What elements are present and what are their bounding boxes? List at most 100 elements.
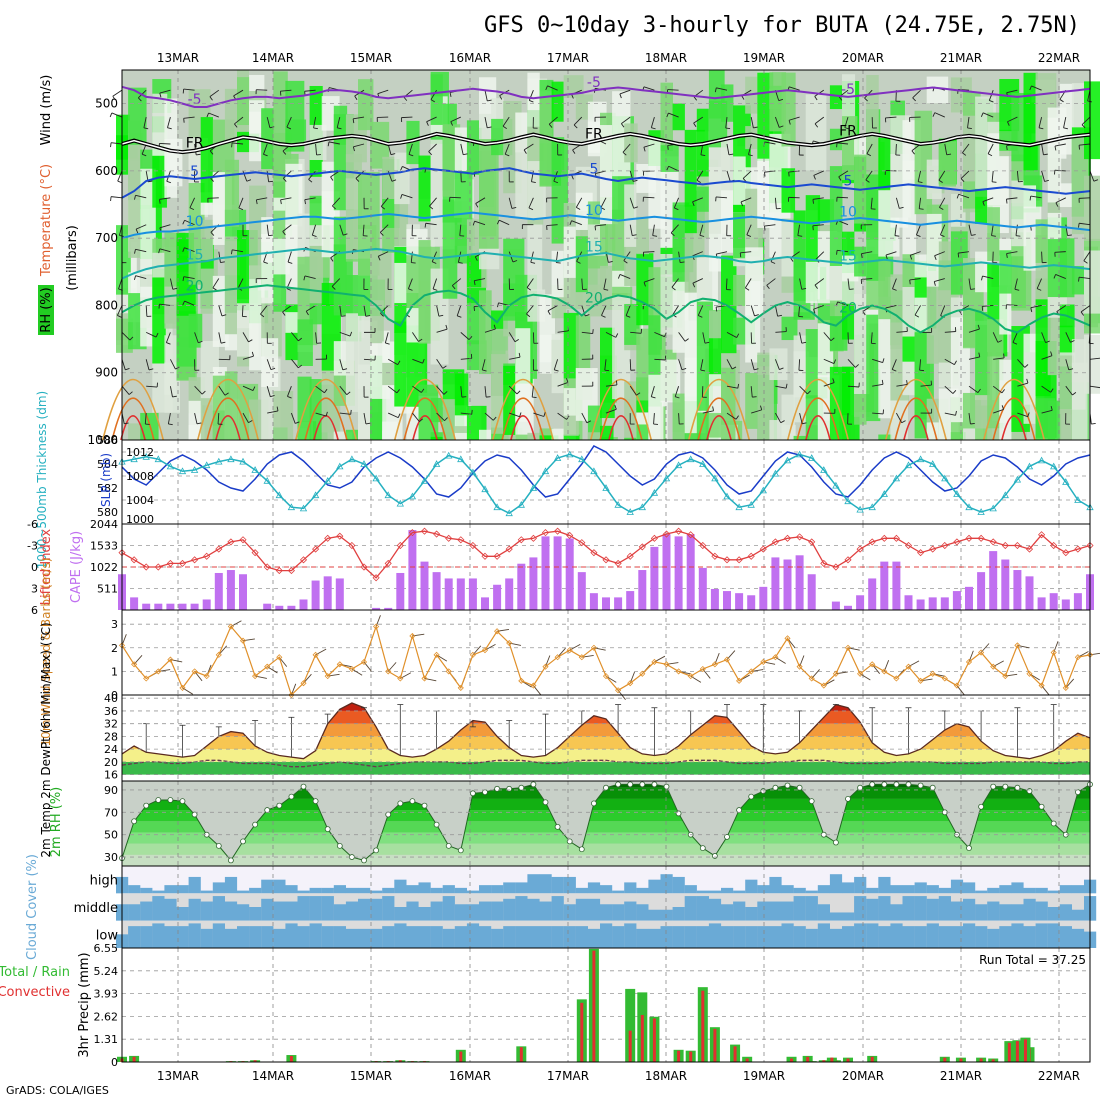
rh-shade — [660, 359, 681, 403]
rh-shade — [672, 281, 689, 353]
boundary-layer-contour — [304, 397, 348, 441]
wind-barb-flag — [830, 337, 835, 342]
wind-barb-flag — [1091, 423, 1096, 425]
wind-barb-flag — [124, 422, 129, 425]
wind-barb — [1081, 116, 1091, 126]
wind-barb-flag — [586, 420, 591, 424]
wind-barb-flag — [379, 232, 384, 236]
rh-shade — [466, 120, 482, 175]
wind-barb — [629, 385, 637, 396]
cloud-bar — [224, 901, 238, 921]
wind-speed-point — [1002, 673, 1009, 680]
temperature-axis-label: 2m Temp 2m DewPt (6hr Min/Max) (°C) — [39, 622, 53, 857]
wind-barb — [1031, 85, 1042, 91]
isotherm-label: 10 — [186, 214, 204, 230]
precip-convective-bar — [991, 1059, 995, 1062]
wind-barb — [837, 142, 849, 145]
rh-shade — [781, 221, 794, 277]
wind-barb-flag — [330, 257, 334, 262]
cape-bar — [856, 595, 865, 610]
cloud-bar — [902, 885, 915, 894]
cloud-bar — [829, 874, 843, 894]
wind-barb — [934, 251, 945, 257]
cloud-bar — [733, 890, 746, 894]
rh-point — [397, 800, 404, 807]
wind-barb-flag — [487, 99, 492, 102]
cloud-bar — [261, 926, 274, 948]
cloud-bar — [237, 904, 250, 921]
wind-barb-flag — [619, 93, 622, 99]
wind-barb-flag — [210, 178, 214, 182]
rh-point — [469, 790, 476, 797]
wind-speed-point — [264, 663, 271, 670]
cloud-bar — [612, 926, 625, 948]
boundary-layer-contour — [589, 378, 653, 441]
li-tick-label: -3 — [27, 540, 38, 553]
wind-barb — [339, 305, 342, 317]
thickness-point — [372, 474, 380, 482]
wind-barb — [692, 251, 703, 257]
precip-convective-bar — [253, 1060, 257, 1062]
wind-barb-flag — [892, 288, 897, 291]
precip-convective-bar — [689, 1051, 693, 1062]
cloud-bar — [164, 926, 177, 948]
wind-barb — [260, 305, 268, 315]
cape-bar — [154, 603, 163, 610]
wind-barb-flag — [167, 127, 172, 130]
wind-barb-flag — [166, 342, 171, 345]
cloud-bar — [454, 926, 467, 948]
cloud-bar — [636, 904, 649, 921]
cape-bar — [723, 591, 731, 610]
wind-barb-flag — [632, 234, 637, 236]
wind-barb — [481, 359, 486, 371]
rh-tick-label: 90 — [104, 784, 118, 797]
cloud-bar — [684, 926, 697, 948]
cloud-bar — [382, 926, 395, 948]
wind-barb — [1016, 170, 1019, 182]
wind-barb-flag — [129, 336, 134, 341]
wind-barb-flag — [487, 126, 492, 129]
wind-barb — [619, 274, 631, 279]
wind-barb-flag — [408, 154, 414, 157]
rh-axis-label: RH (%) — [39, 287, 54, 332]
wind-barb — [939, 224, 946, 235]
lifted-index-point — [723, 556, 731, 564]
precip-axis-label: 3hr Precip (mm) — [77, 952, 92, 1057]
wind-speed-point — [1050, 649, 1057, 656]
cape-tick-label: 1533 — [90, 540, 118, 553]
thickness-point — [856, 505, 864, 513]
wind-barb — [430, 89, 437, 100]
panel-frame — [121, 609, 1091, 696]
wind-barb — [671, 278, 679, 288]
boundary-layer-contour — [786, 378, 850, 441]
date-label-top: 14MAR — [252, 51, 294, 65]
wind-barb-flag — [1067, 234, 1072, 237]
wind-barb — [208, 112, 219, 118]
thickness-point — [336, 462, 344, 470]
wind-barb — [362, 224, 365, 236]
cloud-bar — [757, 926, 770, 948]
cloud-bar — [708, 923, 722, 948]
cloud-axis-label: Cloud Cover (%) — [25, 854, 40, 960]
wind-barb — [267, 410, 279, 414]
wind-barb-flag — [260, 313, 265, 318]
wind-barb-flag — [699, 234, 705, 237]
wind-barb — [700, 359, 704, 371]
wind-barb — [1006, 197, 1018, 200]
wind-barb-flag — [443, 391, 448, 395]
thickness-point — [904, 461, 913, 469]
rh-point — [820, 831, 827, 838]
wind-barb-flag — [182, 247, 185, 252]
wind-barb — [378, 251, 389, 257]
wind-barb-flag — [970, 422, 975, 425]
wind-speed-point — [397, 675, 404, 682]
thickness-point — [699, 460, 707, 467]
wind-barb — [165, 332, 171, 343]
cloud-bar — [321, 887, 334, 894]
wind-barb — [1041, 143, 1044, 155]
wind-barb-flag — [977, 388, 981, 393]
wind-barb-flag — [337, 127, 342, 130]
wind-barb-flag — [198, 340, 203, 344]
thickness-point — [832, 481, 840, 489]
cloud-bar — [745, 879, 758, 894]
